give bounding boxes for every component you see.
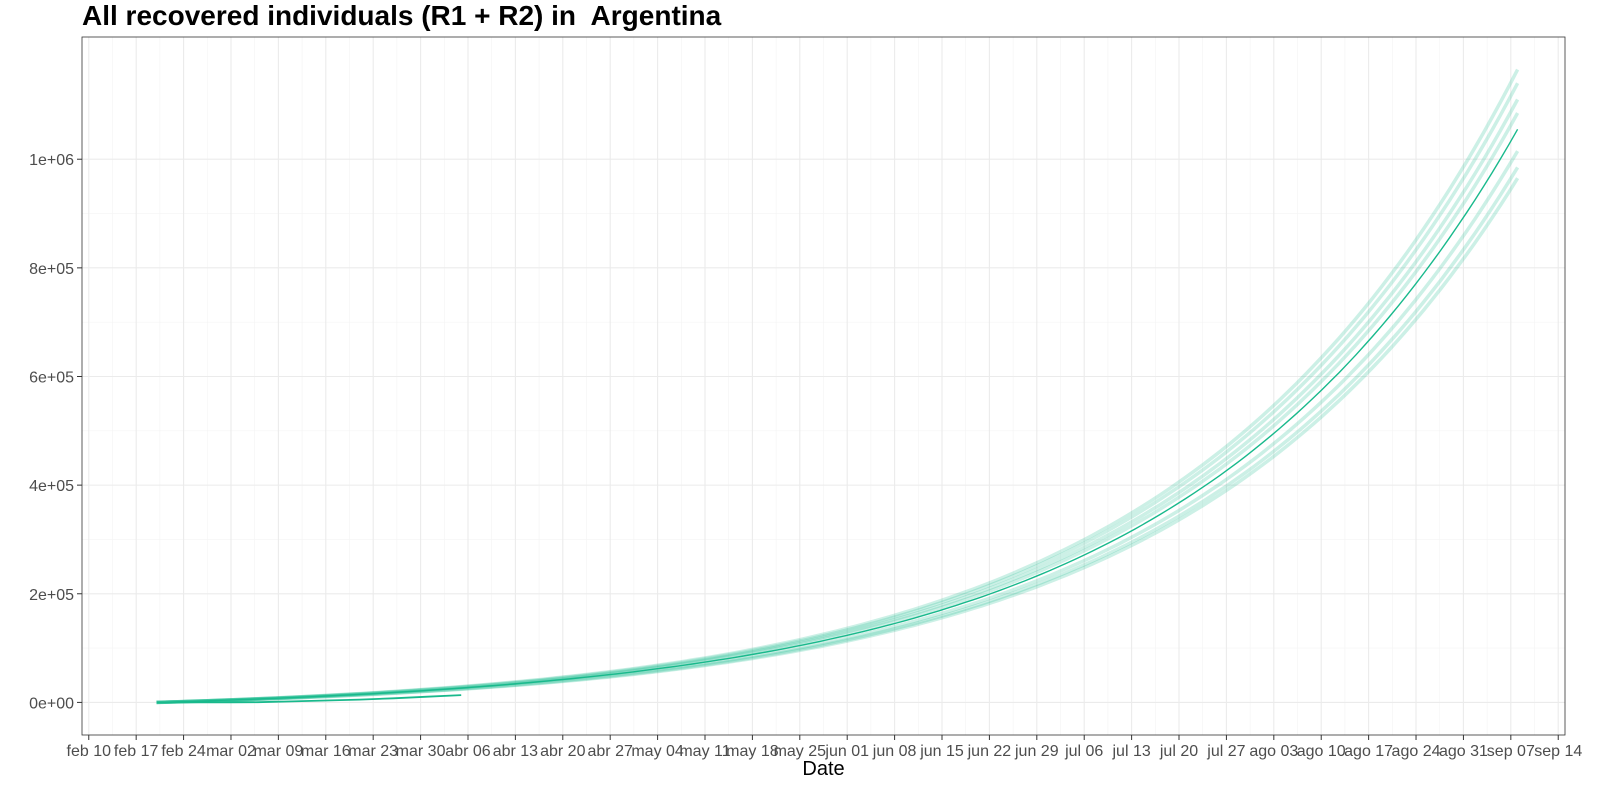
x-tick-label: abr 20 [540,743,585,760]
major-gridlines [82,37,1565,735]
x-tick-label: sep 14 [1534,743,1582,760]
y-tick-label: 0e+00 [29,695,74,712]
x-tick-label: may 04 [631,743,684,760]
x-tick-label: jul 13 [1111,743,1150,760]
plot-panel-border [81,36,1566,736]
chart-title: All recovered individuals (R1 + R2) in A… [82,0,722,31]
x-tick-label: jul 06 [1064,743,1103,760]
x-tick-label: mar 02 [206,743,256,760]
median-line [156,128,1519,704]
simulation-line [156,98,1520,705]
x-tick-label: may 18 [726,743,779,760]
x-tick-label: ago 03 [1249,743,1298,760]
x-tick-label: ago 17 [1344,743,1393,760]
series-layer [156,68,1520,705]
x-tick-label: feb 24 [161,743,206,760]
x-tick-label: abr 27 [588,743,633,760]
y-tick-label: 1e+06 [29,152,74,169]
x-tick-label: feb 10 [67,743,112,760]
x-tick-label: jun 15 [919,743,964,760]
x-tick-label: mar 23 [348,743,398,760]
x-tick-label: may 11 [679,743,730,760]
x-tick-label: ago 24 [1392,743,1441,760]
minor-gridlines [82,37,1565,735]
x-tick-label: sep 07 [1487,743,1535,760]
x-tick-label: mar 16 [301,743,351,760]
simulation-line [156,82,1520,705]
y-tick-label: 4e+05 [29,478,74,495]
simulation-line [156,166,1520,705]
x-tick-label: feb 17 [114,743,159,760]
y-axis: 0e+00 2e+05 4e+05 6e+05 8e+05 1e+06 [29,152,82,712]
x-tick-label: jun 08 [872,743,917,760]
simulation-line [156,177,1520,705]
x-tick-label: mar 09 [253,743,303,760]
x-tick-label: abr 06 [445,743,490,760]
y-tick-label: 2e+05 [29,587,74,604]
x-tick-label: mar 30 [396,743,446,760]
x-tick-label: jul 27 [1206,743,1245,760]
x-tick-label: may 25 [774,743,827,760]
y-tick-label: 8e+05 [29,261,74,278]
y-tick-label: 6e+05 [29,369,74,386]
simulation-line [156,68,1520,705]
x-tick-label: jun 29 [1014,743,1059,760]
x-tick-label: jun 22 [967,743,1012,760]
simulation-line [156,150,1520,705]
x-tick-label: ago 10 [1297,743,1346,760]
x-axis-title: Date [802,758,844,780]
x-tick-label: ago 31 [1439,743,1488,760]
x-tick-label: jun 01 [824,743,869,760]
x-tick-label: abr 13 [493,743,538,760]
x-tick-label: jul 20 [1159,743,1198,760]
observed-line [156,694,462,704]
